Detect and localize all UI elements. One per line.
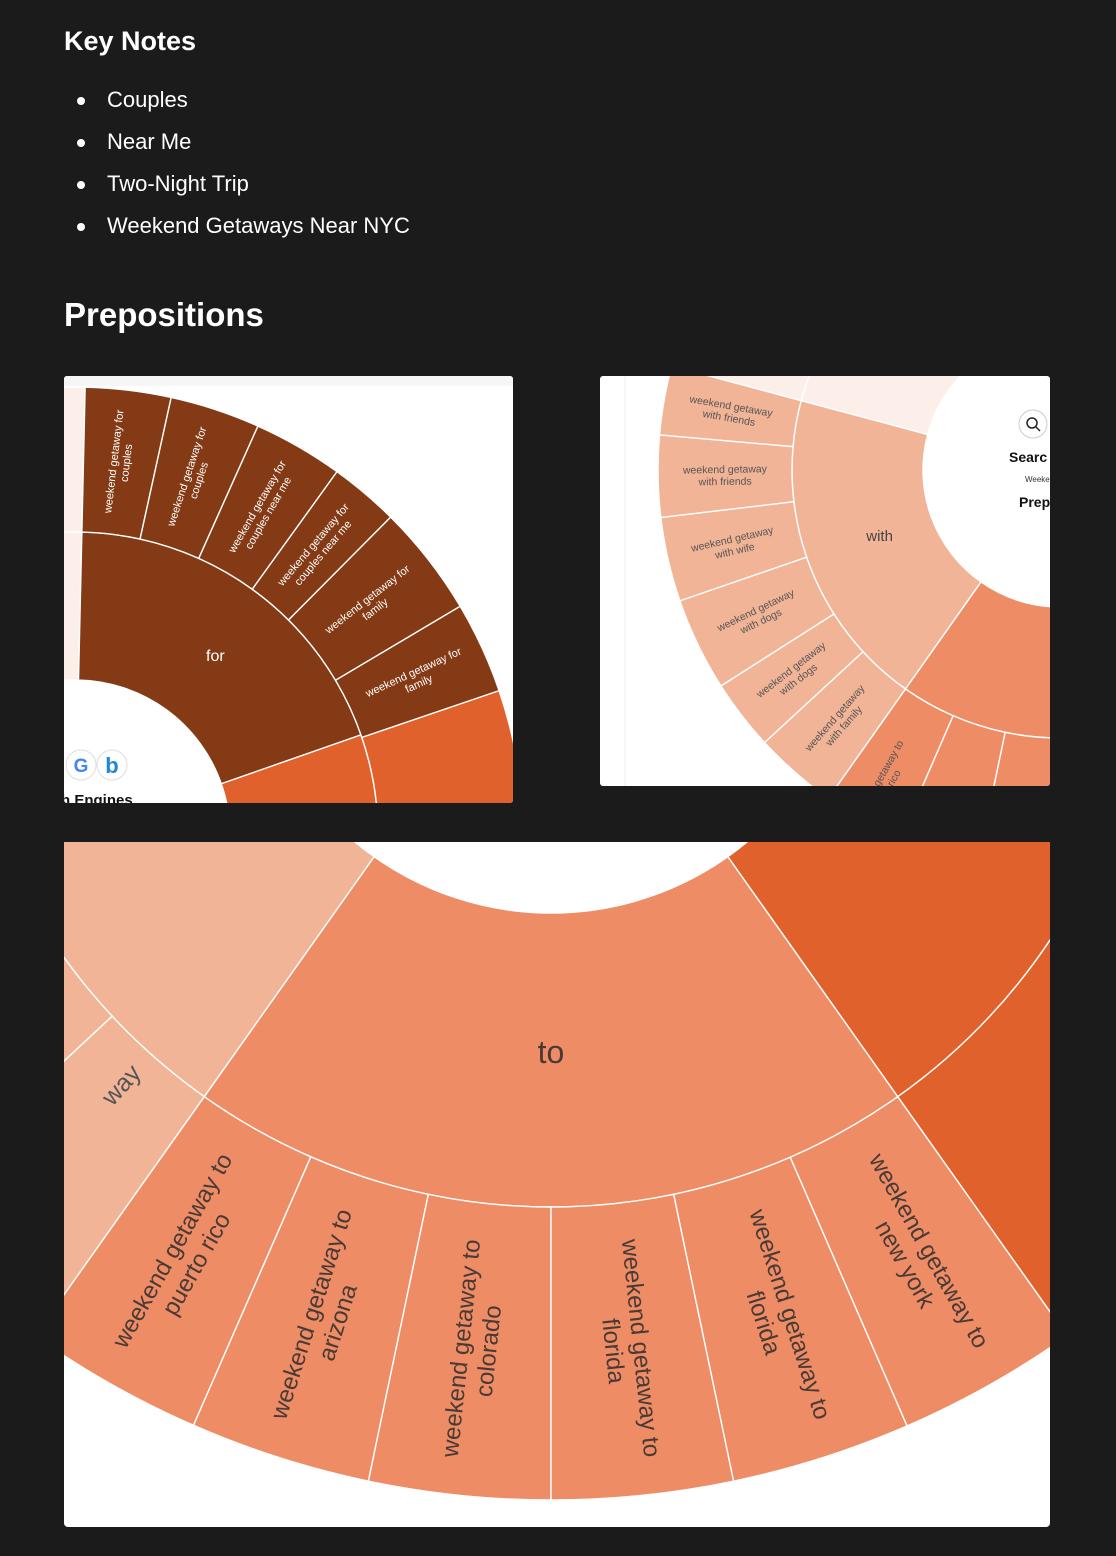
segment-label-line: for [206,648,225,665]
pale-segment[interactable] [64,386,86,803]
bing-glyph: b [105,753,118,778]
list-item: Couples [64,86,410,128]
list-item: Weekend Getaways Near NYC [64,212,410,254]
pale-segment[interactable] [64,531,83,803]
segment-to-child[interactable] [789,1095,1050,1427]
sunburst-for-screenshot: for weekend getaway forcouples weekend get… [64,376,513,803]
segment-label: for [206,648,225,665]
list-item: Two-Night Trip [64,170,410,212]
bing-icon [96,749,128,781]
segment-label-line: florida [596,1317,630,1385]
segment-label: with [865,528,893,545]
segment-label-line: to [538,1034,565,1070]
prepositions-heading: Prepositions [64,296,264,333]
search-icon [1026,417,1038,429]
search-panel: Searc Weeke Prep [1009,409,1050,510]
sunburst-to-screenshot: way to weekend getaway topuerto rico weeken… [64,842,1050,1527]
segment-for-child[interactable] [334,605,500,739]
segment-label-line: couples [119,443,135,483]
panel-section: Prep [1019,494,1050,510]
segment-label-line: weekend getaway [682,463,768,476]
segment-with-child[interactable] [64,842,114,1216]
key-notes-list: Couples Near Me Two-Night Trip Weekend G… [64,86,410,254]
segment-to-child[interactable] [978,731,1050,786]
segment-dark-orange[interactable] [896,842,1050,1336]
segment-label: away to [943,785,965,786]
panel-title: Searc [1009,449,1047,465]
segment-with[interactable] [64,842,376,1098]
panel-subtitle: Weeke [1025,475,1050,484]
segment-label-line: away to [943,785,965,786]
segment-label-line: with [865,528,893,545]
segment-label: to [538,1034,565,1070]
segment-dark-orange[interactable] [337,689,513,803]
pale-segment[interactable] [800,376,1050,436]
search-icon-handle [1035,426,1041,432]
google-glyph: G [74,756,89,777]
key-notes-heading: Key Notes [64,26,197,56]
search-engines-label: h Engines [64,792,133,803]
segment-with-child[interactable] [64,1015,206,1336]
google-icon [65,749,97,781]
list-item: Near Me [64,128,410,170]
search-button[interactable] [1018,409,1048,439]
segment-label-line: with friends [698,476,752,489]
segment-label: weekend getawaywith friends [682,463,768,488]
top-bar [64,376,513,386]
segment-label-line: rico [885,768,904,786]
sunburst-with-screenshot: with weekend getawaywith friends weekend g… [600,376,1050,786]
